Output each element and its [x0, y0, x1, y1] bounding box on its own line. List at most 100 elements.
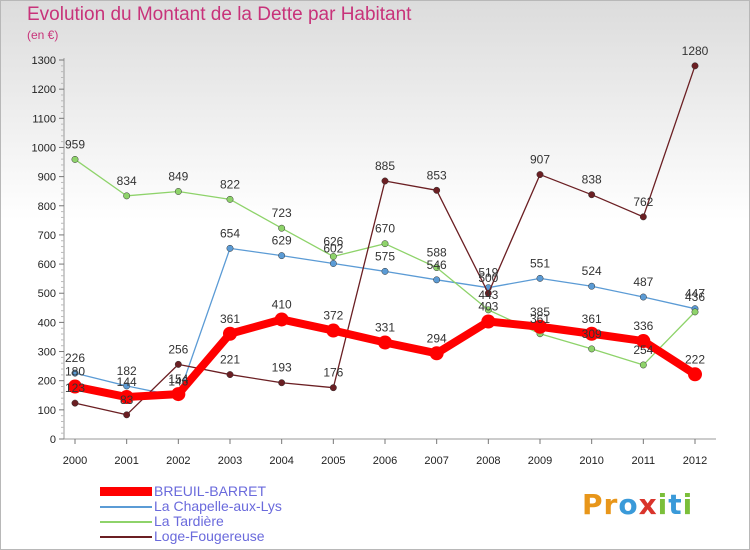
data-point-la-chapelle-aux-lys [226, 244, 234, 252]
data-label-breuil-barret: 144 [117, 375, 137, 389]
legend-label: Loge-Fougereuse [154, 528, 265, 544]
data-label-la-chapelle-aux-lys: 575 [375, 249, 395, 263]
data-label-la-chapelle-aux-lys: 602 [323, 241, 343, 255]
data-label-breuil-barret: 410 [272, 297, 292, 311]
data-point-loge-fougereuse [123, 411, 131, 419]
data-label-breuil-barret: 336 [633, 319, 653, 333]
x-tick-label: 2010 [579, 455, 603, 467]
x-tick-label: 2001 [114, 455, 138, 467]
data-point-la-chapelle-aux-lys [433, 276, 441, 284]
y-tick-label: 1200 [32, 84, 56, 96]
x-tick-label: 2007 [424, 455, 448, 467]
data-point-breuil-barret [171, 387, 186, 402]
data-label-la-tardiere: 254 [633, 343, 653, 357]
data-point-la-chapelle-aux-lys [123, 382, 131, 390]
data-label-la-chapelle-aux-lys: 447 [685, 287, 705, 301]
data-point-breuil-barret [223, 326, 237, 341]
data-point-breuil-barret [378, 335, 392, 350]
legend-swatch-la-tardiere [100, 521, 152, 523]
data-point-la-tardiere [123, 192, 131, 200]
data-label-la-tardiere: 849 [168, 169, 188, 183]
data-point-breuil-barret [326, 323, 341, 338]
x-tick-label: 2009 [528, 455, 552, 467]
y-tick-label: 900 [38, 172, 56, 184]
data-label-la-chapelle-aux-lys: 146 [168, 374, 188, 388]
y-tick-label: 100 [38, 405, 56, 417]
data-point-la-chapelle-aux-lys [588, 282, 596, 290]
data-label-la-tardiere: 670 [375, 222, 395, 236]
y-tick-label: 600 [38, 259, 56, 271]
data-label-breuil-barret: 180 [65, 365, 85, 379]
x-tick-label: 2012 [683, 455, 707, 467]
y-tick-label: 300 [38, 347, 56, 359]
data-label-la-chapelle-aux-lys: 487 [633, 275, 653, 289]
data-point-la-tardiere [484, 306, 492, 314]
data-label-loge-fougereuse: 853 [427, 168, 447, 182]
data-point-loge-fougereuse [484, 289, 492, 297]
data-label-la-chapelle-aux-lys: 654 [220, 226, 240, 240]
data-label-loge-fougereuse: 221 [220, 353, 240, 367]
data-point-breuil-barret [533, 319, 547, 334]
y-tick-label: 400 [38, 317, 56, 329]
data-label-la-tardiere: 626 [323, 234, 343, 248]
data-point-la-tardiere [639, 361, 647, 369]
x-tick-label: 2003 [218, 455, 242, 467]
data-label-loge-fougereuse: 762 [633, 195, 653, 209]
legend-label: La Tardière [154, 513, 224, 529]
data-label-la-tardiere: 822 [220, 177, 240, 191]
data-label-breuil-barret: 372 [323, 309, 343, 323]
legend-item-loge-fougereuse: Loge-Fougereuse [100, 528, 360, 544]
data-point-loge-fougereuse [278, 379, 286, 387]
proxiti-logo: Proxiti [582, 488, 694, 521]
data-point-la-tardiere [381, 240, 389, 248]
legend-label: La Chapelle-aux-Lys [154, 498, 282, 514]
data-point-loge-fougereuse [174, 360, 182, 368]
data-label-breuil-barret: 403 [478, 300, 498, 314]
x-tick-label: 2004 [269, 455, 293, 467]
legend: BREUIL-BARRET La Chapelle-aux-Lys La Tar… [100, 483, 360, 544]
data-label-la-chapelle-aux-lys: 629 [272, 234, 292, 248]
data-point-breuil-barret [481, 314, 496, 329]
data-point-la-tardiere [278, 224, 286, 232]
legend-swatch-la-chapelle-aux-lys [100, 506, 152, 508]
x-tick-label: 2008 [476, 455, 500, 467]
data-point-breuil-barret [119, 390, 134, 405]
data-point-breuil-barret [584, 326, 599, 341]
data-label-breuil-barret: 331 [375, 321, 395, 335]
data-point-loge-fougereuse [329, 384, 337, 392]
legend-item-la-chapelle-aux-lys: La Chapelle-aux-Lys [100, 498, 360, 514]
data-label-la-tardiere: 436 [685, 290, 705, 304]
data-point-loge-fougereuse [381, 177, 389, 185]
data-point-la-tardiere [691, 308, 699, 316]
legend-item-breuil-barret: BREUIL-BARRET [100, 483, 360, 499]
y-tick-label: 700 [38, 230, 56, 242]
data-label-loge-fougereuse: 500 [478, 271, 498, 285]
legend-swatch-loge-fougereuse [100, 536, 152, 538]
y-tick-label: 800 [38, 201, 56, 213]
data-label-la-tardiere: 834 [117, 174, 137, 188]
data-label-la-chapelle-aux-lys: 182 [117, 364, 137, 378]
data-label-la-chapelle-aux-lys: 519 [478, 266, 498, 280]
x-tick-label: 2002 [166, 455, 190, 467]
y-tick-label: 500 [38, 288, 56, 300]
data-point-loge-fougereuse [71, 399, 79, 407]
data-label-la-chapelle-aux-lys: 524 [582, 264, 602, 278]
data-label-loge-fougereuse: 885 [375, 159, 395, 173]
data-point-la-chapelle-aux-lys [639, 293, 647, 301]
y-tick-label: 0 [50, 434, 56, 446]
x-tick-label: 2011 [632, 455, 656, 467]
data-point-breuil-barret [274, 312, 289, 327]
data-point-breuil-barret [68, 379, 82, 394]
data-point-la-chapelle-aux-lys [536, 274, 544, 282]
data-label-la-chapelle-aux-lys: 226 [65, 351, 85, 365]
data-label-loge-fougereuse: 907 [530, 153, 550, 167]
x-tick-label: 2000 [63, 455, 87, 467]
data-label-la-chapelle-aux-lys: 546 [427, 258, 447, 272]
data-label-breuil-barret: 385 [530, 305, 550, 319]
data-point-la-tardiere [329, 253, 337, 260]
x-tick-label: 2006 [373, 455, 397, 467]
data-point-loge-fougereuse [639, 213, 647, 221]
data-point-breuil-barret [636, 334, 651, 349]
